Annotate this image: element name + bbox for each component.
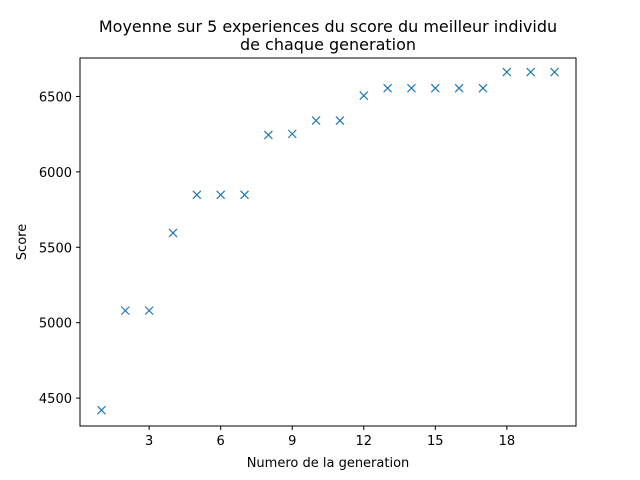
data-point-marker	[168, 228, 178, 238]
data-point-marker	[526, 67, 536, 77]
data-point-marker	[359, 91, 369, 101]
data-point-marker	[287, 129, 297, 139]
plot-frame	[79, 57, 577, 427]
plot-marks	[97, 67, 559, 415]
data-point-marker	[120, 306, 130, 316]
x-tick-label: 3	[145, 434, 153, 449]
data-point-marker	[383, 83, 393, 93]
y-tick-label: 4500	[39, 392, 72, 407]
data-point-marker	[550, 67, 559, 77]
data-point-marker	[263, 130, 273, 140]
data-point-marker	[240, 190, 249, 200]
axis-ticks: 3 6 9 12 15 18 4500 5000 5500 6000 6500	[39, 90, 515, 449]
data-point-marker	[216, 190, 226, 200]
data-point-marker	[502, 67, 512, 77]
data-point-marker	[430, 83, 440, 93]
data-point-marker	[478, 83, 488, 93]
data-point-marker	[454, 83, 464, 93]
data-point-marker	[192, 190, 202, 200]
chart-title-line-1: Moyenne sur 5 experiences du score du me…	[99, 17, 557, 36]
y-axis-label: Score	[15, 224, 30, 260]
y-tick-label: 5000	[39, 317, 72, 332]
x-tick-label: 18	[499, 434, 516, 449]
y-tick-label: 5500	[39, 241, 72, 256]
data-point-marker	[144, 306, 154, 316]
x-tick-label: 12	[355, 434, 372, 449]
x-axis-label: Numero de la generation	[247, 456, 410, 471]
x-tick-label: 15	[427, 434, 444, 449]
y-tick-label: 6000	[39, 166, 72, 181]
data-point-marker	[97, 405, 106, 415]
data-point-marker	[335, 116, 345, 126]
chart-title-line-2: de chaque generation	[240, 35, 416, 54]
data-point-marker	[311, 116, 321, 126]
y-tick-label: 6500	[39, 90, 72, 105]
x-tick-label: 9	[288, 434, 296, 449]
x-tick-label: 6	[217, 434, 225, 449]
data-point-marker	[407, 83, 416, 93]
